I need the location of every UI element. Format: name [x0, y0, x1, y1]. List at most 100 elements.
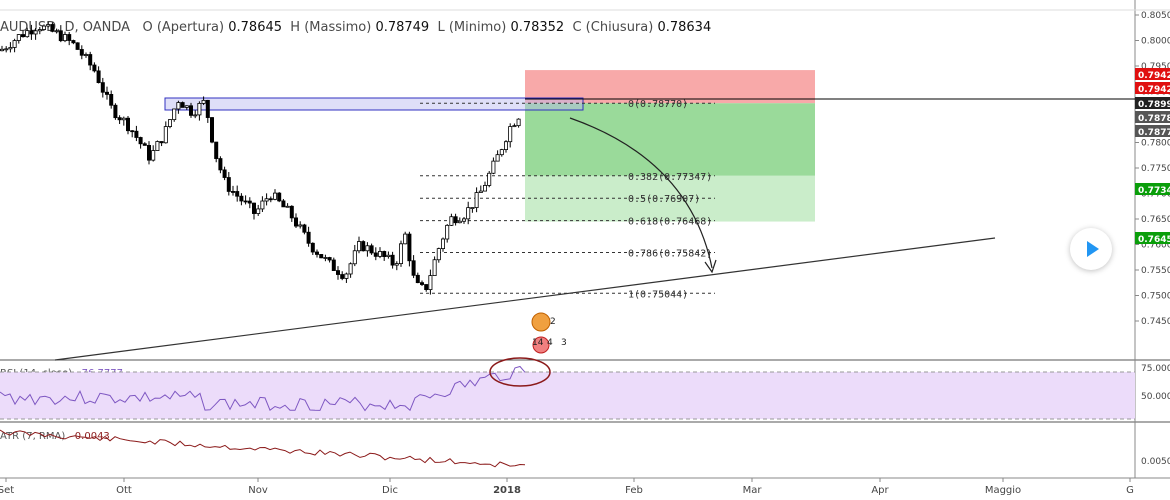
high-label: H (Massimo): [290, 20, 372, 35]
fib-level-label: 1(0.75044): [628, 289, 688, 300]
candle-body: [327, 257, 332, 261]
trendline: [54, 237, 996, 361]
play-icon[interactable]: [1070, 228, 1112, 270]
candle-body: [302, 224, 307, 233]
candle-body: [71, 40, 76, 44]
candle-body: [487, 172, 492, 186]
candle-body: [319, 254, 324, 259]
candle-body: [197, 103, 202, 116]
candle-body: [239, 195, 244, 202]
candle-body: [503, 141, 508, 150]
projection-arrowhead: [704, 259, 717, 274]
x-tick-label: Dic: [382, 485, 398, 496]
candle-body: [100, 82, 105, 93]
candle-body: [482, 185, 487, 192]
price-badge: [1135, 183, 1170, 195]
candle-body: [407, 233, 412, 262]
candle-body: [20, 34, 25, 38]
candle-body: [428, 275, 433, 291]
candle-body: [386, 254, 391, 257]
candle-body: [314, 251, 319, 255]
candle-body: [96, 70, 101, 84]
candle-body: [289, 205, 294, 219]
candle-body: [214, 141, 219, 159]
candle-body: [340, 274, 345, 279]
candle-body: [8, 47, 13, 50]
y-tick-label: 0.74500: [1141, 317, 1170, 327]
candle-body: [193, 114, 198, 117]
candle-body: [508, 126, 513, 143]
price-badge-label: 0.7942: [1138, 71, 1170, 81]
candle-body: [188, 105, 193, 116]
price-badge-label: 0.7878: [1138, 114, 1170, 124]
candle-body: [146, 144, 151, 161]
fib-level-label: 0.786(0.75842): [628, 249, 712, 260]
candle-body: [46, 24, 51, 27]
candle-body: [365, 245, 370, 252]
candle-body: [29, 30, 34, 35]
projection-arrow: [569, 117, 713, 269]
candle-body: [470, 207, 475, 209]
candle-body: [4, 48, 9, 51]
candle-body: [126, 117, 131, 132]
candle-body: [251, 202, 256, 214]
candle-body: [58, 30, 63, 42]
candle-body: [356, 241, 361, 252]
candle-body: [167, 119, 172, 127]
atr-legend[interactable]: ATR (7, RMA) 0.0043: [0, 431, 110, 442]
candle-body: [226, 177, 231, 192]
candle-body: [352, 250, 357, 265]
candle-body: [256, 208, 261, 214]
candle-body: [176, 102, 181, 110]
candle-body: [377, 251, 382, 257]
candle-body: [285, 205, 290, 208]
atr-value: 0.0043: [74, 431, 110, 442]
atr-label: ATR (7, RMA): [0, 431, 66, 442]
price-badge: [1135, 111, 1170, 123]
high-value: 0.78749: [375, 20, 430, 35]
low-value: 0.78352: [510, 20, 565, 35]
candle-body: [466, 207, 471, 220]
candle-body: [445, 224, 450, 240]
candle-body: [12, 40, 17, 48]
candle-body: [155, 141, 160, 151]
candle-body: [109, 94, 114, 106]
candle-body: [92, 64, 97, 72]
x-tick-label: Apr: [871, 485, 889, 496]
event-count: 4: [547, 338, 553, 348]
candle-body: [491, 160, 496, 174]
candle-body: [63, 34, 68, 42]
candle-body: [121, 117, 126, 121]
candle-body: [184, 105, 189, 108]
open-value: 0.78645: [228, 20, 283, 35]
candle-body: [201, 99, 206, 104]
price-badge: [1135, 125, 1170, 137]
x-tick-label: Set: [0, 485, 14, 496]
price-badge: [1135, 68, 1170, 80]
close-value: 0.78634: [657, 20, 712, 35]
candle-body: [130, 130, 135, 133]
price-badge: [1135, 82, 1170, 94]
price-badge-label: 0.7877: [1138, 128, 1170, 138]
candle-body: [449, 216, 454, 226]
fib-level-label: 0(0.78770): [628, 99, 688, 110]
candle-body: [268, 198, 273, 201]
fib-level-label: 0.382(0.77347): [628, 172, 712, 183]
candle-body: [0, 48, 4, 52]
candle-body: [67, 34, 72, 41]
candle-body: [79, 49, 84, 56]
candle-body: [424, 284, 429, 291]
candle-body: [88, 54, 93, 66]
candle-body: [369, 245, 374, 254]
candle-body: [419, 282, 424, 285]
close-label: C (Chiusura): [572, 20, 654, 35]
